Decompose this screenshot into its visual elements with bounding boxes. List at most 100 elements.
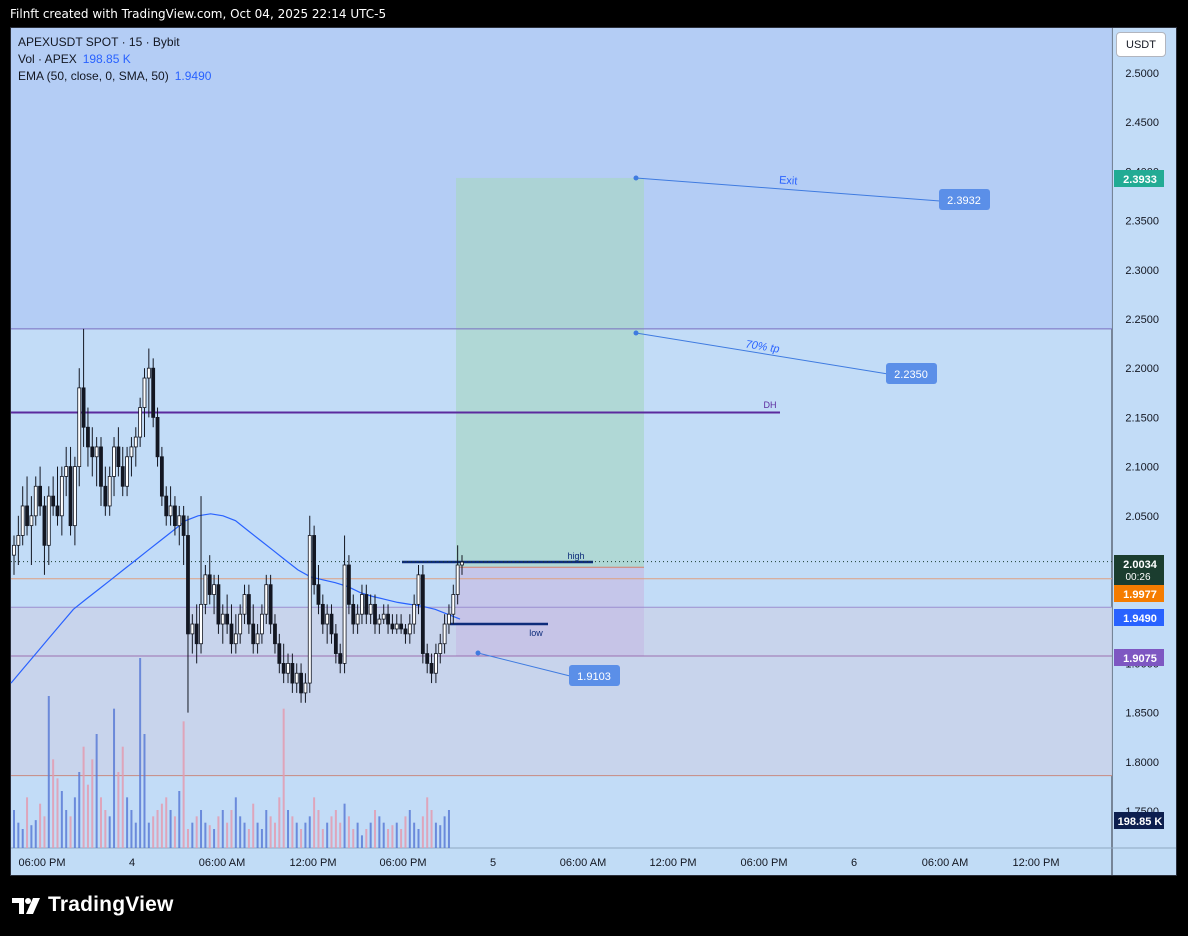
candle[interactable] xyxy=(373,603,377,625)
candle[interactable] xyxy=(329,613,334,635)
price-label-box[interactable] xyxy=(1114,649,1164,666)
candle[interactable] xyxy=(46,495,51,546)
candle[interactable] xyxy=(155,416,160,458)
candle[interactable] xyxy=(438,643,443,654)
candle[interactable] xyxy=(351,603,356,625)
candle[interactable] xyxy=(246,594,251,625)
candle[interactable] xyxy=(55,505,60,517)
candle[interactable] xyxy=(264,584,269,615)
candle[interactable] xyxy=(412,603,417,625)
candle[interactable] xyxy=(447,613,451,625)
tp-connector[interactable] xyxy=(635,332,889,375)
candle[interactable] xyxy=(81,387,86,428)
candle[interactable] xyxy=(220,613,225,625)
candle[interactable] xyxy=(86,426,90,448)
candle[interactable] xyxy=(99,446,103,487)
candle[interactable] xyxy=(164,495,169,517)
candle[interactable] xyxy=(12,544,16,556)
candle[interactable] xyxy=(116,446,121,468)
candle[interactable] xyxy=(146,367,151,379)
candle[interactable] xyxy=(33,485,38,517)
candle[interactable] xyxy=(177,515,182,527)
candle[interactable] xyxy=(225,613,230,625)
candle[interactable] xyxy=(273,623,277,645)
candle[interactable] xyxy=(16,535,21,546)
candle[interactable] xyxy=(120,466,125,487)
candle[interactable] xyxy=(216,584,221,625)
candle[interactable] xyxy=(103,485,108,507)
candle[interactable] xyxy=(425,653,430,664)
candle[interactable] xyxy=(286,663,290,674)
candle[interactable] xyxy=(68,466,73,527)
price-label-box[interactable] xyxy=(1114,555,1164,585)
candle[interactable] xyxy=(194,623,199,645)
candle[interactable] xyxy=(133,436,138,448)
price-label-box[interactable] xyxy=(1114,170,1164,187)
stop-anchor[interactable] xyxy=(475,650,481,656)
candle[interactable] xyxy=(390,623,395,630)
candle[interactable] xyxy=(233,633,238,645)
candle[interactable] xyxy=(242,594,247,615)
candle[interactable] xyxy=(342,564,347,664)
stop-zone[interactable] xyxy=(456,567,644,657)
candle[interactable] xyxy=(399,623,404,630)
candle[interactable] xyxy=(229,623,234,645)
candle[interactable] xyxy=(294,672,299,684)
candle[interactable] xyxy=(207,574,212,595)
candle[interactable] xyxy=(190,623,195,635)
legend-volume[interactable]: Vol · APEX 198.85 K xyxy=(18,51,211,68)
candle[interactable] xyxy=(159,456,164,497)
candle[interactable] xyxy=(94,446,99,458)
price-scale[interactable] xyxy=(1112,28,1176,848)
candle[interactable] xyxy=(442,623,447,645)
candle[interactable] xyxy=(307,535,312,684)
candle[interactable] xyxy=(277,643,282,664)
profit-zone[interactable] xyxy=(456,177,644,568)
legend-ema[interactable]: EMA (50, close, 0, SMA, 50) 1.9490 xyxy=(18,68,211,85)
candle[interactable] xyxy=(333,633,338,654)
candle[interactable] xyxy=(199,603,203,645)
candle[interactable] xyxy=(429,663,434,674)
candle[interactable] xyxy=(303,682,308,694)
exit-anchor[interactable] xyxy=(633,175,639,181)
candle[interactable] xyxy=(129,446,134,458)
candle[interactable] xyxy=(112,446,116,477)
price-label-box[interactable] xyxy=(1114,812,1164,829)
tp-label-box[interactable] xyxy=(886,363,937,384)
candle[interactable] xyxy=(364,594,369,615)
candle[interactable] xyxy=(42,505,47,546)
candle[interactable] xyxy=(59,476,64,517)
candle[interactable] xyxy=(125,456,129,487)
candle[interactable] xyxy=(255,633,260,645)
candle[interactable] xyxy=(386,613,390,625)
candle[interactable] xyxy=(377,618,382,625)
candle[interactable] xyxy=(168,505,173,517)
candle[interactable] xyxy=(312,535,317,586)
candle[interactable] xyxy=(20,505,25,536)
candle[interactable] xyxy=(203,574,208,605)
candle[interactable] xyxy=(381,613,386,620)
candle[interactable] xyxy=(138,407,143,438)
price-label-box[interactable] xyxy=(1114,609,1164,626)
candle[interactable] xyxy=(451,594,456,615)
candle[interactable] xyxy=(251,623,256,645)
candle[interactable] xyxy=(320,603,325,625)
tp-anchor[interactable] xyxy=(633,330,639,336)
candle[interactable] xyxy=(394,623,399,630)
candle[interactable] xyxy=(290,663,295,684)
candle[interactable] xyxy=(107,476,112,507)
candle[interactable] xyxy=(434,653,438,674)
candle[interactable] xyxy=(51,495,56,507)
candle[interactable] xyxy=(29,515,34,527)
candle[interactable] xyxy=(338,653,343,664)
candle[interactable] xyxy=(260,613,264,635)
exit-label-box[interactable] xyxy=(939,189,990,210)
candle[interactable] xyxy=(238,613,243,635)
candle[interactable] xyxy=(25,505,29,527)
candle[interactable] xyxy=(90,446,95,458)
stop-label-box[interactable] xyxy=(569,665,620,686)
candle[interactable] xyxy=(368,603,373,615)
currency-button[interactable]: USDT xyxy=(1116,32,1166,57)
candle[interactable] xyxy=(416,574,421,605)
